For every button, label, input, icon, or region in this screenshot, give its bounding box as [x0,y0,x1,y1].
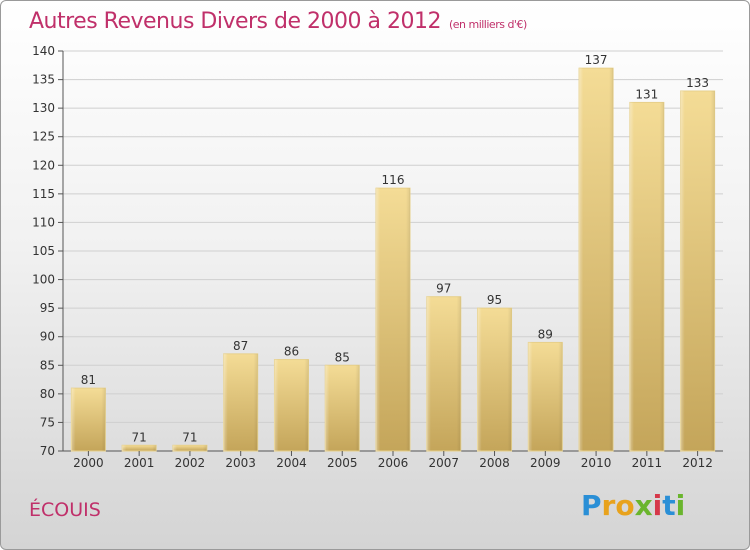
data-label: 89 [538,327,553,341]
proxiti-logo: Proxiti [581,489,685,522]
y-tick-label: 130 [32,101,55,115]
y-tick-label: 95 [40,301,55,315]
x-tick-label: 2002 [175,456,206,470]
logo-letter: i [675,489,686,522]
data-label: 85 [335,350,350,364]
data-label: 95 [487,293,502,307]
x-tick-label: 2005 [327,456,358,470]
x-tick-label: 2006 [378,456,409,470]
logo-letter: t [662,489,676,522]
bar-shade [223,353,258,451]
bar-shade [376,188,410,451]
x-tick-label: 2012 [682,456,713,470]
y-tick-label: 105 [32,244,55,258]
data-label: 71 [182,430,197,444]
bar-shade [172,445,207,451]
bar-shade [71,388,106,451]
data-label: 97 [436,282,451,296]
bar-shade [528,342,563,451]
logo-letter: i [652,489,663,522]
x-tick-label: 2008 [479,456,510,470]
bar-shade [579,68,614,452]
y-tick-label: 80 [40,387,55,401]
logo-letter: r [601,489,616,522]
bar-shade [426,296,461,451]
x-tick-label: 2007 [428,456,459,470]
data-label: 131 [635,87,658,101]
data-label: 71 [132,430,147,444]
title-text: Autres Revenus Divers de 2000 à 2012 [29,9,441,34]
x-tick-label: 2009 [530,456,561,470]
y-tick-label: 100 [32,273,55,287]
bar-shade [122,445,157,451]
data-label: 133 [686,76,709,90]
y-tick-label: 140 [32,44,55,58]
bar-shade [325,365,360,451]
data-label: 81 [81,373,96,387]
bar-shade [680,91,715,451]
y-tick-label: 70 [40,444,55,458]
chart-subtitle: (en milliers d'€) [448,18,527,31]
chart-title: Autres Revenus Divers de 2000 à 2012 (en … [29,9,527,34]
y-tick-label: 75 [40,415,55,429]
data-label: 86 [284,345,299,359]
y-tick-label: 135 [32,73,55,87]
bar-shade [274,359,309,451]
logo-letter: x [634,489,653,522]
data-label: 87 [233,339,248,353]
bar-shade [629,102,664,451]
y-tick-label: 115 [32,187,55,201]
logo-letter: o [615,489,635,522]
x-tick-label: 2011 [632,456,663,470]
logo-letter: P [581,489,602,522]
y-tick-label: 90 [40,330,55,344]
y-tick-label: 110 [32,215,55,229]
bar-shade [477,308,512,451]
data-label: 137 [585,53,608,67]
y-tick-label: 85 [40,358,55,372]
x-tick-label: 2000 [73,456,104,470]
data-label: 116 [382,173,405,187]
y-tick-label: 125 [32,130,55,144]
x-tick-label: 2004 [276,456,307,470]
y-tick-label: 120 [32,158,55,172]
x-tick-label: 2003 [225,456,256,470]
location-label: ÉCOUIS [29,499,101,521]
x-tick-label: 2010 [581,456,612,470]
x-tick-label: 2001 [124,456,155,470]
